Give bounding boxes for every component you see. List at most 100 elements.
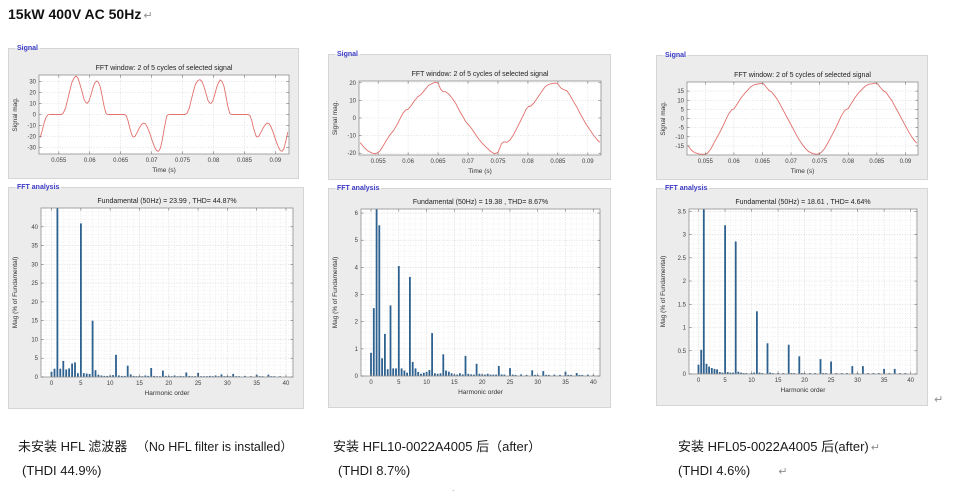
svg-text:6: 6 — [355, 211, 359, 217]
return-mark-icon: ↵ — [870, 442, 880, 454]
svg-text:0.09: 0.09 — [582, 159, 594, 165]
svg-text:40: 40 — [590, 380, 597, 386]
svg-text:10: 10 — [107, 381, 114, 387]
caption-col1-sub: （No HFL filter is installed） — [136, 440, 293, 454]
svg-text:-30: -30 — [27, 145, 36, 151]
svg-text:5: 5 — [723, 378, 727, 384]
svg-text:0.09: 0.09 — [900, 159, 912, 165]
signal-chart-col3: 0.055 0.06 0.065 0.07 0.075 0.08 0.085 0.09 -15 -… — [660, 72, 919, 175]
page-title-text: 15kW 400V AC 50Hz — [8, 6, 142, 22]
caption-col2: 安装 HFL10-0022A4005 后（after） — [333, 436, 541, 455]
svg-text:35: 35 — [253, 381, 260, 387]
svg-text:0: 0 — [33, 113, 37, 119]
svg-text:1: 1 — [355, 347, 359, 353]
svg-text:0.075: 0.075 — [490, 159, 506, 165]
svg-text:0: 0 — [681, 117, 685, 123]
svg-text:0.08: 0.08 — [522, 159, 534, 165]
svg-text:3: 3 — [683, 233, 687, 239]
fft-panel-col1: FFT analysis 0 5 10 15 20 25 30 35 40 0 5 10 15 20 25 3… — [8, 183, 304, 409]
svg-text:0: 0 — [353, 116, 357, 122]
svg-text:25: 25 — [195, 381, 202, 387]
svg-text:0.085: 0.085 — [869, 159, 885, 165]
signal-panel-col3: Signal 0.055 0.06 0.065 0.07 0.075 0.08 0.085 0… — [656, 51, 928, 180]
svg-text:25: 25 — [828, 378, 835, 384]
svg-text:10: 10 — [748, 378, 755, 384]
svg-text:2: 2 — [683, 279, 687, 285]
panel-label-fft: FFT analysis — [663, 184, 710, 193]
svg-text:0.065: 0.065 — [755, 159, 771, 165]
svg-text:0: 0 — [697, 378, 701, 384]
svg-text:10: 10 — [423, 380, 430, 386]
svg-text:0.085: 0.085 — [237, 158, 253, 164]
svg-text:3: 3 — [355, 293, 359, 299]
svg-text:FFT window: 2 of 5 cycles of s: FFT window: 2 of 5 cycles of selected si… — [96, 65, 233, 72]
caption-col3-main: 安装 HFL05-0022A4005 后(after) — [678, 439, 869, 454]
svg-text:25: 25 — [31, 281, 38, 287]
svg-text:35: 35 — [31, 244, 38, 250]
svg-text:0.055: 0.055 — [698, 159, 714, 165]
svg-text:15: 15 — [775, 378, 782, 384]
caption-col2-thdi: (THDI 8.7%) — [338, 463, 411, 478]
page-title: 15kW 400V AC 50Hz ↵ — [8, 6, 153, 22]
svg-text:30: 30 — [31, 262, 38, 268]
svg-text:20: 20 — [31, 300, 38, 306]
svg-text:Fundamental (50Hz) = 23.99 , T: Fundamental (50Hz) = 23.99 , THD= 44.87% — [97, 198, 236, 205]
svg-text:Harmonic order: Harmonic order — [458, 389, 504, 396]
svg-text:0: 0 — [369, 380, 373, 386]
svg-text:3.5: 3.5 — [678, 209, 687, 215]
svg-text:Harmonic order: Harmonic order — [145, 390, 191, 397]
svg-text:20: 20 — [29, 91, 36, 97]
svg-text:0.08: 0.08 — [842, 159, 854, 165]
caption-col1: 未安装 HFL 滤波器 （No HFL filter is installed） — [18, 436, 293, 455]
svg-text:-10: -10 — [347, 134, 356, 140]
return-mark-icon: ↵ — [778, 466, 788, 478]
fft-chart-col1: 0 5 10 15 20 25 30 35 40 0 5 10 15 20 25 30 35 40 Fundamen… — [12, 198, 294, 397]
svg-text:0.065: 0.065 — [113, 158, 129, 164]
return-mark-icon: ↵ — [934, 394, 944, 406]
panel-label-signal: Signal — [335, 50, 361, 59]
svg-text:Signal mag.: Signal mag. — [332, 101, 339, 136]
svg-text:-5: -5 — [679, 126, 685, 132]
svg-text:Mag (% of Fundamental): Mag (% of Fundamental) — [332, 257, 339, 329]
svg-text:Harmonic order: Harmonic order — [781, 387, 827, 394]
svg-text:40: 40 — [907, 378, 914, 384]
caption-col2-main: 安装 HFL10-0022A4005 后（after） — [333, 439, 542, 454]
svg-text:Time (s): Time (s) — [791, 168, 815, 175]
svg-text:-10: -10 — [27, 123, 36, 129]
svg-text:-20: -20 — [347, 151, 356, 157]
svg-text:40: 40 — [283, 381, 290, 387]
svg-text:1: 1 — [683, 326, 687, 332]
caption-col1-thdi: (THDI 44.9%) — [22, 463, 102, 478]
svg-text:0.085: 0.085 — [550, 159, 566, 165]
svg-text:0: 0 — [355, 374, 359, 380]
svg-text:0.075: 0.075 — [175, 158, 191, 164]
svg-text:FFT window: 2 of 5 cycles of s: FFT window: 2 of 5 cycles of selected si… — [412, 71, 549, 78]
caption-col3: 安装 HFL05-0022A4005 后(after) ↵ — [678, 436, 880, 455]
svg-text:0.075: 0.075 — [812, 159, 828, 165]
svg-text:1.5: 1.5 — [678, 302, 687, 308]
fft-panel-col2: FFT analysis 0 5 10 15 20 25 30 35 40 0 1 2 3 4 5 6 Fund… — [328, 184, 611, 408]
svg-text:15: 15 — [451, 380, 458, 386]
svg-text:0.055: 0.055 — [371, 159, 387, 165]
svg-text:4: 4 — [355, 265, 359, 271]
svg-text:Mag (% of Fundamental): Mag (% of Fundamental) — [12, 257, 19, 329]
stray-mark: . — [452, 483, 455, 493]
svg-text:FFT window: 2 of 5 cycles of s: FFT window: 2 of 5 cycles of selected si… — [734, 72, 871, 79]
svg-text:2.5: 2.5 — [678, 256, 687, 262]
svg-text:5: 5 — [79, 381, 83, 387]
svg-text:0: 0 — [50, 381, 54, 387]
svg-text:5: 5 — [355, 238, 359, 244]
caption-col3-thdi: (THDI 4.6%) ↵ — [678, 463, 788, 478]
svg-text:Fundamental (50Hz) = 18.61 , T: Fundamental (50Hz) = 18.61 , THD= 4.64% — [735, 199, 870, 206]
svg-text:15: 15 — [677, 89, 684, 95]
signal-panel-col1: Signal 0.055 0.06 0.065 0.07 0.075 0.08 0.085 0… — [8, 44, 299, 179]
svg-text:0.07: 0.07 — [462, 159, 474, 165]
svg-text:20: 20 — [349, 81, 356, 87]
svg-text:2: 2 — [355, 320, 359, 326]
svg-text:30: 30 — [224, 381, 231, 387]
signal-panel-col2: Signal 0.055 0.06 0.065 0.07 0.075 0.08 0.085 0… — [328, 50, 611, 180]
svg-text:Time (s): Time (s) — [152, 167, 176, 174]
svg-text:0.5: 0.5 — [678, 349, 687, 355]
svg-text:15: 15 — [136, 381, 143, 387]
svg-text:20: 20 — [801, 378, 808, 384]
